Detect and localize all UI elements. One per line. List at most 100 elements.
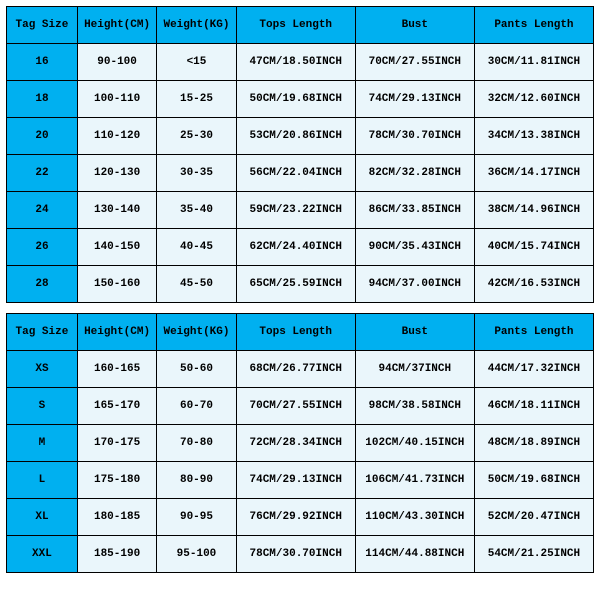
- table-row: M170-17570-8072CM/28.34INCH102CM/40.15IN…: [7, 425, 594, 462]
- cell-tops-length: 78CM/30.70INCH: [236, 536, 355, 573]
- table-row: 1690-100<1547CM/18.50INCH70CM/27.55INCH3…: [7, 44, 594, 81]
- cell-tag-size: XS: [7, 351, 78, 388]
- cell-weight: 90-95: [157, 499, 236, 536]
- size-table-adults: Tag Size Height(CM) Weight(KG) Tops Leng…: [6, 313, 594, 573]
- cell-tops-length: 56CM/22.04INCH: [236, 155, 355, 192]
- col-height: Height(CM): [77, 314, 156, 351]
- cell-pants-length: 42CM/16.53INCH: [474, 266, 593, 303]
- col-bust: Bust: [355, 314, 474, 351]
- col-tag-size: Tag Size: [7, 314, 78, 351]
- cell-pants-length: 54CM/21.25INCH: [474, 536, 593, 573]
- cell-bust: 106CM/41.73INCH: [355, 462, 474, 499]
- col-weight: Weight(KG): [157, 314, 236, 351]
- cell-weight: 40-45: [157, 229, 236, 266]
- cell-bust: 82CM/32.28INCH: [355, 155, 474, 192]
- cell-tops-length: 47CM/18.50INCH: [236, 44, 355, 81]
- cell-pants-length: 34CM/13.38INCH: [474, 118, 593, 155]
- cell-height: 180-185: [77, 499, 156, 536]
- cell-tops-length: 62CM/24.40INCH: [236, 229, 355, 266]
- cell-weight: 30-35: [157, 155, 236, 192]
- col-height: Height(CM): [77, 7, 156, 44]
- cell-pants-length: 36CM/14.17INCH: [474, 155, 593, 192]
- cell-bust: 74CM/29.13INCH: [355, 81, 474, 118]
- cell-height: 130-140: [77, 192, 156, 229]
- cell-pants-length: 50CM/19.68INCH: [474, 462, 593, 499]
- cell-tops-length: 65CM/25.59INCH: [236, 266, 355, 303]
- cell-bust: 70CM/27.55INCH: [355, 44, 474, 81]
- cell-pants-length: 48CM/18.89INCH: [474, 425, 593, 462]
- col-tag-size: Tag Size: [7, 7, 78, 44]
- table-row: XL180-18590-9576CM/29.92INCH110CM/43.30I…: [7, 499, 594, 536]
- cell-tops-length: 50CM/19.68INCH: [236, 81, 355, 118]
- table-row: XS160-16550-6068CM/26.77INCH94CM/37INCH4…: [7, 351, 594, 388]
- cell-bust: 90CM/35.43INCH: [355, 229, 474, 266]
- header-row: Tag Size Height(CM) Weight(KG) Tops Leng…: [7, 7, 594, 44]
- cell-tops-length: 72CM/28.34INCH: [236, 425, 355, 462]
- table-row: 28150-16045-5065CM/25.59INCH94CM/37.00IN…: [7, 266, 594, 303]
- cell-height: 165-170: [77, 388, 156, 425]
- cell-height: 90-100: [77, 44, 156, 81]
- cell-height: 160-165: [77, 351, 156, 388]
- cell-bust: 98CM/38.58INCH: [355, 388, 474, 425]
- size-table-kids: Tag Size Height(CM) Weight(KG) Tops Leng…: [6, 6, 594, 303]
- col-pants-length: Pants Length: [474, 314, 593, 351]
- cell-tag-size: XL: [7, 499, 78, 536]
- cell-tops-length: 68CM/26.77INCH: [236, 351, 355, 388]
- cell-weight: <15: [157, 44, 236, 81]
- cell-weight: 50-60: [157, 351, 236, 388]
- cell-tag-size: XXL: [7, 536, 78, 573]
- cell-tag-size: 26: [7, 229, 78, 266]
- table-row: S165-17060-7070CM/27.55INCH98CM/38.58INC…: [7, 388, 594, 425]
- cell-height: 120-130: [77, 155, 156, 192]
- cell-pants-length: 52CM/20.47INCH: [474, 499, 593, 536]
- cell-height: 110-120: [77, 118, 156, 155]
- cell-tag-size: 18: [7, 81, 78, 118]
- header-row: Tag Size Height(CM) Weight(KG) Tops Leng…: [7, 314, 594, 351]
- cell-tops-length: 53CM/20.86INCH: [236, 118, 355, 155]
- cell-pants-length: 46CM/18.11INCH: [474, 388, 593, 425]
- cell-tops-length: 74CM/29.13INCH: [236, 462, 355, 499]
- table-row: 20110-12025-3053CM/20.86INCH78CM/30.70IN…: [7, 118, 594, 155]
- cell-tops-length: 76CM/29.92INCH: [236, 499, 355, 536]
- cell-weight: 15-25: [157, 81, 236, 118]
- cell-weight: 35-40: [157, 192, 236, 229]
- table-row: 26140-15040-4562CM/24.40INCH90CM/35.43IN…: [7, 229, 594, 266]
- cell-tag-size: L: [7, 462, 78, 499]
- table-row: 24130-14035-4059CM/23.22INCH86CM/33.85IN…: [7, 192, 594, 229]
- cell-weight: 60-70: [157, 388, 236, 425]
- cell-height: 100-110: [77, 81, 156, 118]
- cell-pants-length: 32CM/12.60INCH: [474, 81, 593, 118]
- cell-tag-size: 24: [7, 192, 78, 229]
- cell-tag-size: 16: [7, 44, 78, 81]
- cell-pants-length: 44CM/17.32INCH: [474, 351, 593, 388]
- table-row: 18100-11015-2550CM/19.68INCH74CM/29.13IN…: [7, 81, 594, 118]
- col-weight: Weight(KG): [157, 7, 236, 44]
- cell-tag-size: 20: [7, 118, 78, 155]
- cell-pants-length: 40CM/15.74INCH: [474, 229, 593, 266]
- cell-tops-length: 70CM/27.55INCH: [236, 388, 355, 425]
- col-tops-length: Tops Length: [236, 7, 355, 44]
- cell-weight: 95-100: [157, 536, 236, 573]
- cell-weight: 25-30: [157, 118, 236, 155]
- table-spacer: [6, 303, 594, 313]
- cell-pants-length: 38CM/14.96INCH: [474, 192, 593, 229]
- cell-bust: 94CM/37.00INCH: [355, 266, 474, 303]
- cell-height: 175-180: [77, 462, 156, 499]
- cell-weight: 80-90: [157, 462, 236, 499]
- cell-height: 185-190: [77, 536, 156, 573]
- table-row: L175-18080-9074CM/29.13INCH106CM/41.73IN…: [7, 462, 594, 499]
- cell-bust: 102CM/40.15INCH: [355, 425, 474, 462]
- cell-tag-size: 28: [7, 266, 78, 303]
- cell-bust: 78CM/30.70INCH: [355, 118, 474, 155]
- col-tops-length: Tops Length: [236, 314, 355, 351]
- cell-height: 140-150: [77, 229, 156, 266]
- cell-tops-length: 59CM/23.22INCH: [236, 192, 355, 229]
- cell-bust: 110CM/43.30INCH: [355, 499, 474, 536]
- cell-tag-size: S: [7, 388, 78, 425]
- cell-bust: 94CM/37INCH: [355, 351, 474, 388]
- cell-tag-size: 22: [7, 155, 78, 192]
- cell-tag-size: M: [7, 425, 78, 462]
- cell-bust: 86CM/33.85INCH: [355, 192, 474, 229]
- cell-weight: 45-50: [157, 266, 236, 303]
- cell-weight: 70-80: [157, 425, 236, 462]
